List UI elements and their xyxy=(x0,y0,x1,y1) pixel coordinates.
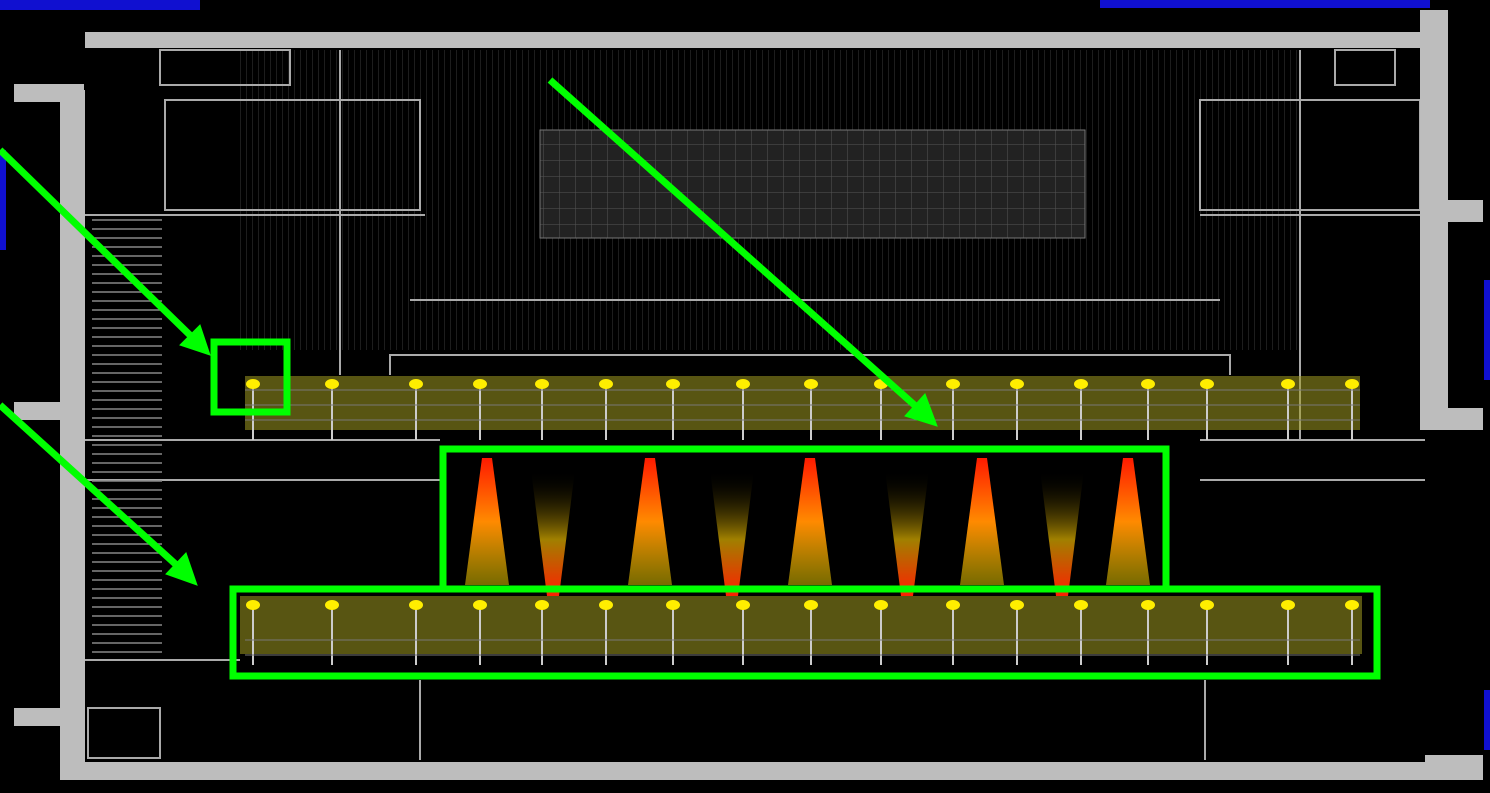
light xyxy=(736,600,750,610)
upper-walkway xyxy=(245,376,1360,430)
light xyxy=(1074,379,1088,389)
light xyxy=(473,379,487,389)
beam-up xyxy=(960,458,1004,585)
light xyxy=(1200,379,1214,389)
light xyxy=(1074,600,1088,610)
light xyxy=(874,600,888,610)
light xyxy=(535,379,549,389)
light xyxy=(736,379,750,389)
light xyxy=(804,600,818,610)
light xyxy=(246,379,260,389)
light xyxy=(1281,600,1295,610)
beam-down xyxy=(885,470,929,596)
light xyxy=(946,600,960,610)
light xyxy=(666,379,680,389)
stairs xyxy=(92,219,162,653)
light xyxy=(409,379,423,389)
light xyxy=(1281,379,1295,389)
light xyxy=(599,600,613,610)
light xyxy=(473,600,487,610)
lights xyxy=(246,379,1359,610)
walls xyxy=(14,10,1483,780)
beam-down xyxy=(1040,470,1084,596)
arrows xyxy=(0,77,938,586)
light xyxy=(1010,379,1024,389)
light xyxy=(1141,379,1155,389)
light xyxy=(1345,379,1359,389)
highlight-boxes xyxy=(210,338,1381,680)
beam-up xyxy=(628,458,672,585)
light xyxy=(1141,600,1155,610)
beam-up xyxy=(788,458,832,585)
light xyxy=(1200,600,1214,610)
beam-up xyxy=(1106,458,1150,585)
light xyxy=(1010,600,1024,610)
beam-up xyxy=(465,458,509,585)
light xyxy=(535,600,549,610)
light xyxy=(325,600,339,610)
light xyxy=(246,600,260,610)
light xyxy=(804,379,818,389)
structure-lines xyxy=(85,49,1425,760)
light xyxy=(325,379,339,389)
blue-accents xyxy=(0,0,1490,750)
beam-down xyxy=(531,470,575,596)
light xyxy=(1345,600,1359,610)
railings xyxy=(245,386,1360,665)
light xyxy=(409,600,423,610)
light xyxy=(946,379,960,389)
light-beams xyxy=(465,458,1150,596)
light xyxy=(599,379,613,389)
light xyxy=(666,600,680,610)
beam-down xyxy=(710,470,754,596)
lower-walkway xyxy=(240,596,1362,654)
